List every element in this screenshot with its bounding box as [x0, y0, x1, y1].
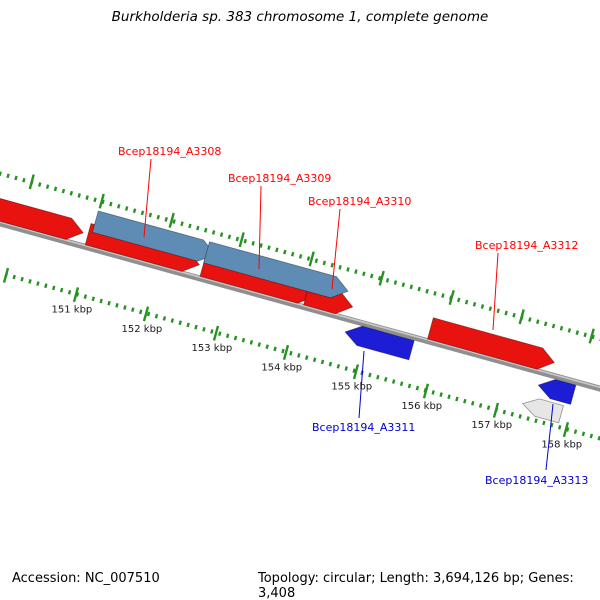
- leader-line-A3309: [258, 185, 262, 270]
- kbp-tick-lower-158: [562, 421, 570, 438]
- kbp-tick-upper-156: [448, 289, 455, 306]
- kbp-tick-lower-154: [282, 344, 290, 361]
- ruler-dashes-upper: [0, 171, 600, 342]
- kbp-tick-upper-154: [308, 251, 315, 267]
- gene-label-A3309[interactable]: Bcep18194_A3309: [228, 172, 331, 185]
- kbp-tick-upper-157: [518, 309, 525, 325]
- genome-track-highlight: [0, 221, 600, 389]
- map-title: Burkholderia sp. 383 chromosome 1, compl…: [111, 9, 489, 25]
- leader-line-A3308: [143, 158, 152, 238]
- ruler-label-2: 153 kbp: [192, 343, 233, 354]
- leader-line-A3311: [358, 350, 365, 419]
- kbp-tick-upper-153: [238, 232, 245, 248]
- ruler-label-1: 152 kbp: [122, 324, 163, 335]
- kbp-tick-lower-151: [72, 287, 80, 303]
- kbp-tick-lower-156: [422, 383, 430, 399]
- gene-label-A3313[interactable]: Bcep18194_A3313: [485, 474, 588, 487]
- gene-arrow-gene-left-partial[interactable]: [0, 197, 84, 240]
- kbp-tick-lower-153: [212, 325, 220, 341]
- kbp-tick-lower-150: [2, 267, 10, 283]
- kbp-tick-lower-155: [352, 364, 360, 380]
- kbp-tick-upper-158: [588, 328, 595, 344]
- kbp-tick-upper-150: [28, 174, 35, 190]
- gene-arrow-A3309-companion[interactable]: [203, 241, 349, 299]
- ruler-label-7: 158 kbp: [541, 440, 582, 451]
- leader-line-A3313: [545, 403, 554, 471]
- kbp-tick-upper-151: [98, 193, 105, 209]
- ruler-dashes-lower: [0, 270, 600, 441]
- gene-arrow-A3313[interactable]: [537, 379, 577, 405]
- gene-arrow-A3312[interactable]: [427, 317, 555, 370]
- ruler-label-6: 157 kbp: [471, 420, 512, 431]
- ruler-label-0: 151 kbp: [52, 305, 93, 316]
- ruler-label-5: 156 kbp: [401, 401, 442, 412]
- gene-label-A3308[interactable]: Bcep18194_A3308: [118, 145, 221, 158]
- leader-line-A3312: [492, 252, 499, 331]
- kbp-tick-upper-155: [378, 270, 385, 286]
- ruler-label-3: 154 kbp: [261, 362, 302, 373]
- leader-line-A3310: [331, 208, 341, 290]
- gene-label-A3310[interactable]: Bcep18194_A3310: [308, 195, 411, 208]
- ruler-label-4: 155 kbp: [331, 382, 372, 393]
- gene-label-A3312[interactable]: Bcep18194_A3312: [475, 239, 578, 252]
- genome-track: [0, 220, 600, 392]
- gene-arrow-A3311[interactable]: [344, 325, 415, 361]
- footer-topology-info: Topology: circular; Length: 3,694,126 bp…: [258, 571, 574, 600]
- gene-label-A3311[interactable]: Bcep18194_A3311: [312, 421, 415, 434]
- footer-accession: Accession: NC_007510: [12, 571, 160, 586]
- kbp-tick-lower-152: [142, 306, 150, 322]
- kbp-tick-lower-157: [492, 402, 500, 418]
- kbp-tick-upper-152: [168, 212, 175, 228]
